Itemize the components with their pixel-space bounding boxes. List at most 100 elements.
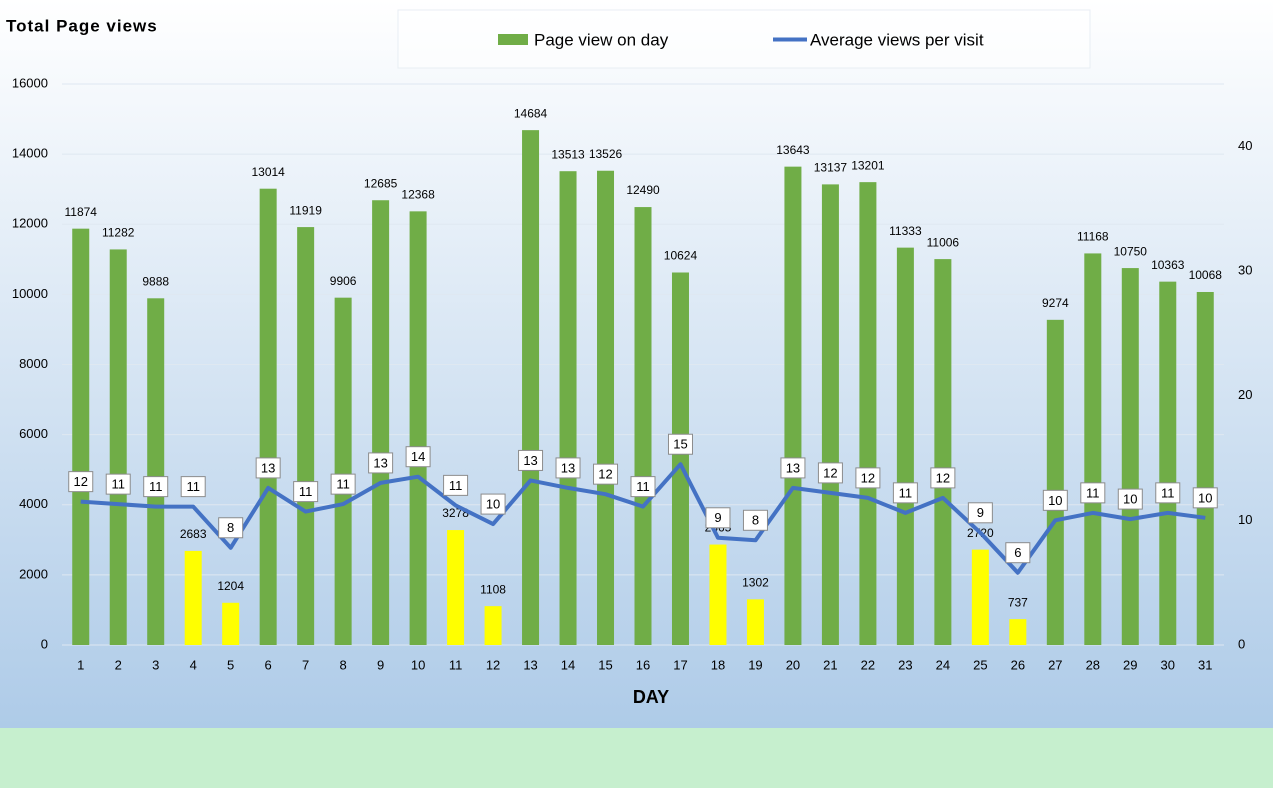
line-value-label: 13 <box>261 460 275 475</box>
x-tick-label: 13 <box>523 657 537 672</box>
y-tick-label: 16000 <box>12 75 48 90</box>
line-value-label: 11 <box>1161 485 1175 500</box>
line-value-label: 11 <box>636 479 650 494</box>
bar <box>934 259 952 645</box>
x-tick-label: 19 <box>748 657 762 672</box>
line-label-box <box>780 457 806 479</box>
line-value-label: 13 <box>373 455 387 470</box>
bar <box>259 188 277 645</box>
line-value-label: 13 <box>523 453 537 468</box>
x-tick-label: 29 <box>1123 657 1137 672</box>
x-tick-label: 9 <box>377 657 384 672</box>
y-tick-label: 4000 <box>19 496 48 511</box>
line-value-label: 11 <box>899 485 913 500</box>
line-value-label: 11 <box>299 484 313 499</box>
bar-value-label: 11874 <box>64 205 97 219</box>
bar-value-label: 1302 <box>742 576 769 590</box>
bar-value-label: 13513 <box>551 147 585 161</box>
line-label-box <box>1117 488 1143 510</box>
y-tick-label: 2000 <box>19 566 48 581</box>
bar-value-label: 1204 <box>217 579 244 593</box>
line-label-box <box>143 476 169 498</box>
x-tick-label: 8 <box>340 657 347 672</box>
x-tick-label: 1 <box>77 657 84 672</box>
x-tick-label: 5 <box>227 657 234 672</box>
line-value-label: 9 <box>714 510 721 525</box>
line-label-box <box>518 449 544 471</box>
line-value-label: 11 <box>1086 485 1100 500</box>
line-label-box <box>667 433 693 455</box>
bar <box>1046 319 1064 645</box>
line-value-label: 9 <box>977 505 984 520</box>
line-label-box <box>630 476 656 498</box>
line-label-box <box>293 481 319 503</box>
bar-value-label: 1108 <box>480 582 506 596</box>
line <box>80 462 1206 575</box>
line-label-box <box>218 517 244 539</box>
bar-value-label: 11919 <box>289 203 322 217</box>
bar <box>1196 291 1214 645</box>
line-value-label: 15 <box>673 437 687 452</box>
x-tick-label: 10 <box>411 657 425 672</box>
bar <box>671 272 689 645</box>
line-label-box <box>593 463 619 485</box>
bar-value-label: 737 <box>1008 595 1028 609</box>
line-label-box <box>705 507 731 529</box>
x-tick-label: 25 <box>973 657 987 672</box>
x-tick-label: 4 <box>190 657 197 672</box>
bar-value-label: 9274 <box>1042 296 1069 310</box>
line-label-box <box>930 467 956 489</box>
bar-value-label: 11006 <box>927 235 960 249</box>
line-label-box <box>443 474 469 496</box>
y-tick-label: 6000 <box>19 426 48 441</box>
x-tick-label: 15 <box>598 657 612 672</box>
bar <box>896 247 914 645</box>
legend-swatch <box>498 34 528 45</box>
y2-tick-label: 0 <box>1238 636 1245 651</box>
y2-tick-label: 40 <box>1238 138 1252 153</box>
bar <box>184 550 202 645</box>
bar <box>109 249 127 646</box>
line-value-label: 12 <box>861 470 875 485</box>
line-label-box <box>1155 482 1181 504</box>
line-label-box <box>105 473 131 495</box>
x-tick-label: 27 <box>1048 657 1062 672</box>
line-label-box <box>405 446 431 468</box>
line-value-label: 11 <box>111 477 125 492</box>
bar-value-label: 12490 <box>626 183 660 197</box>
line-label-box <box>255 457 281 479</box>
legend-label: Average views per visit <box>810 30 984 49</box>
bar-value-label: 2683 <box>180 527 207 541</box>
x-tick-label: 24 <box>936 657 950 672</box>
line-value-label: 11 <box>336 477 350 492</box>
bar <box>784 166 802 645</box>
x-tick-label: 21 <box>823 657 837 672</box>
bar <box>597 170 615 645</box>
bar <box>709 544 727 645</box>
line-value-label: 13 <box>561 460 575 475</box>
line-value-label: 13 <box>786 460 800 475</box>
line-value-label: 11 <box>149 479 163 494</box>
bar-value-label: 10363 <box>1151 258 1185 272</box>
bar <box>522 130 540 646</box>
line-value-label: 8 <box>752 513 759 528</box>
chart-title: Total Page views <box>6 16 158 35</box>
x-tick-label: 12 <box>486 657 500 672</box>
line-value-label: 10 <box>1048 493 1062 508</box>
bar <box>634 207 652 645</box>
y-tick-label: 8000 <box>19 356 48 371</box>
line-value-label: 14 <box>411 449 425 464</box>
x-tick-label: 18 <box>711 657 725 672</box>
y-tick-label: 14000 <box>12 146 48 161</box>
bar <box>559 171 577 645</box>
bar <box>746 599 764 645</box>
line-label-box <box>1005 542 1031 564</box>
line-value-label: 6 <box>1014 545 1021 560</box>
line-value-label: 10 <box>1198 490 1212 505</box>
x-tick-label: 2 <box>115 657 122 672</box>
line-value-label: 10 <box>1123 492 1137 507</box>
footer-band <box>0 728 1273 788</box>
x-tick-label: 23 <box>898 657 912 672</box>
line-label-box <box>180 476 206 498</box>
